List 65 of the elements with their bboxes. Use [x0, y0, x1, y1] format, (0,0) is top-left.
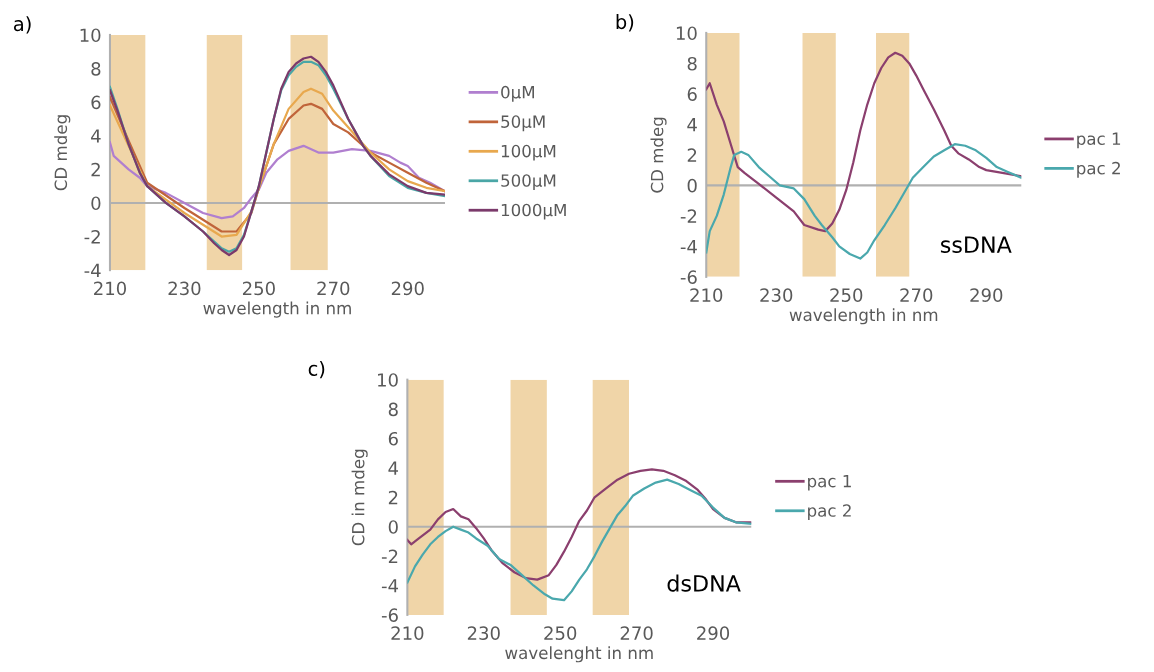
y-tick-label: -2 [680, 209, 697, 223]
chart-title: b) [616, 14, 634, 32]
y-tick-label: 8 [91, 62, 101, 76]
x-tick-label: 290 [697, 626, 730, 640]
y-tick-label: 0 [91, 196, 101, 211]
x-tick-label: 250 [242, 281, 275, 296]
x-axis-title: wavelength in nm [203, 301, 351, 318]
x-tick-label: 230 [168, 281, 201, 296]
x-tick-label: 250 [544, 626, 577, 640]
legend-label: pac 2 [808, 504, 851, 521]
y-tick-label: 10 [80, 28, 101, 43]
x-tick-label: 290 [970, 288, 1003, 302]
x-tick-label: 270 [620, 626, 653, 640]
legend-label: 0µM [501, 85, 534, 102]
x-axis-title: wavelength in nm [789, 308, 938, 325]
y-tick-label: -6 [680, 270, 697, 284]
y-tick-label: 0 [687, 178, 697, 193]
x-tick-label: 210 [94, 281, 127, 296]
x-tick-label: 230 [467, 626, 500, 640]
chart-title: c) [308, 360, 325, 379]
x-tick-label: 230 [760, 288, 793, 302]
line-series [109, 141, 445, 220]
y-axis-title: CD mdeg [54, 115, 71, 191]
x-tick-label: 270 [900, 288, 933, 302]
legend-label: pac 1 [1077, 132, 1121, 149]
y-tick-label: 4 [91, 129, 101, 143]
y-tick-label: 0 [388, 520, 398, 534]
legend-label: pac 1 [808, 475, 851, 491]
y-tick-label: 6 [388, 431, 398, 446]
y-tick-label: -2 [381, 549, 398, 563]
y-tick-label: -6 [381, 608, 398, 622]
x-tick-label: 270 [317, 281, 350, 296]
annotation: ssDNA [940, 236, 1012, 254]
annotation: dsDNA [667, 574, 741, 592]
line-series [407, 478, 752, 602]
y-tick-label: 4 [388, 461, 399, 475]
line-series [706, 143, 1022, 260]
x-tick-label: 290 [391, 281, 424, 296]
y-tick-label: -4 [680, 240, 697, 254]
line-series [706, 51, 1022, 233]
y-axis-title: CD in mdeg [351, 449, 368, 546]
legend-label: 1000µM [501, 203, 566, 220]
y-tick-label: 6 [91, 95, 101, 110]
legend-label: 50µM [501, 115, 545, 132]
x-tick-label: 250 [830, 288, 863, 302]
y-tick-label: 2 [91, 162, 100, 177]
y-tick-label: 10 [676, 26, 697, 41]
y-tick-label: 2 [388, 490, 398, 505]
y-tick-label: -4 [381, 579, 399, 593]
chart-title: a) [13, 16, 31, 34]
legend-label: 500µM [501, 174, 556, 191]
y-tick-label: -4 [84, 263, 101, 277]
y-tick-label: 2 [687, 148, 697, 162]
x-tick-label: 210 [391, 626, 424, 640]
y-tick-label: 6 [687, 87, 697, 102]
y-tick-label: 8 [388, 402, 398, 417]
y-tick-label: 10 [378, 373, 398, 387]
x-axis-title: wavelenght in nm [505, 646, 653, 663]
x-tick-label: 210 [690, 288, 723, 302]
y-axis-title: CD mdeg [650, 117, 667, 193]
y-tick-label: 4 [687, 118, 697, 132]
y-tick-label: -2 [84, 230, 100, 244]
y-tick-label: 8 [687, 56, 697, 71]
legend-label: 100µM [501, 144, 556, 161]
legend-label: pac 2 [1077, 161, 1120, 178]
